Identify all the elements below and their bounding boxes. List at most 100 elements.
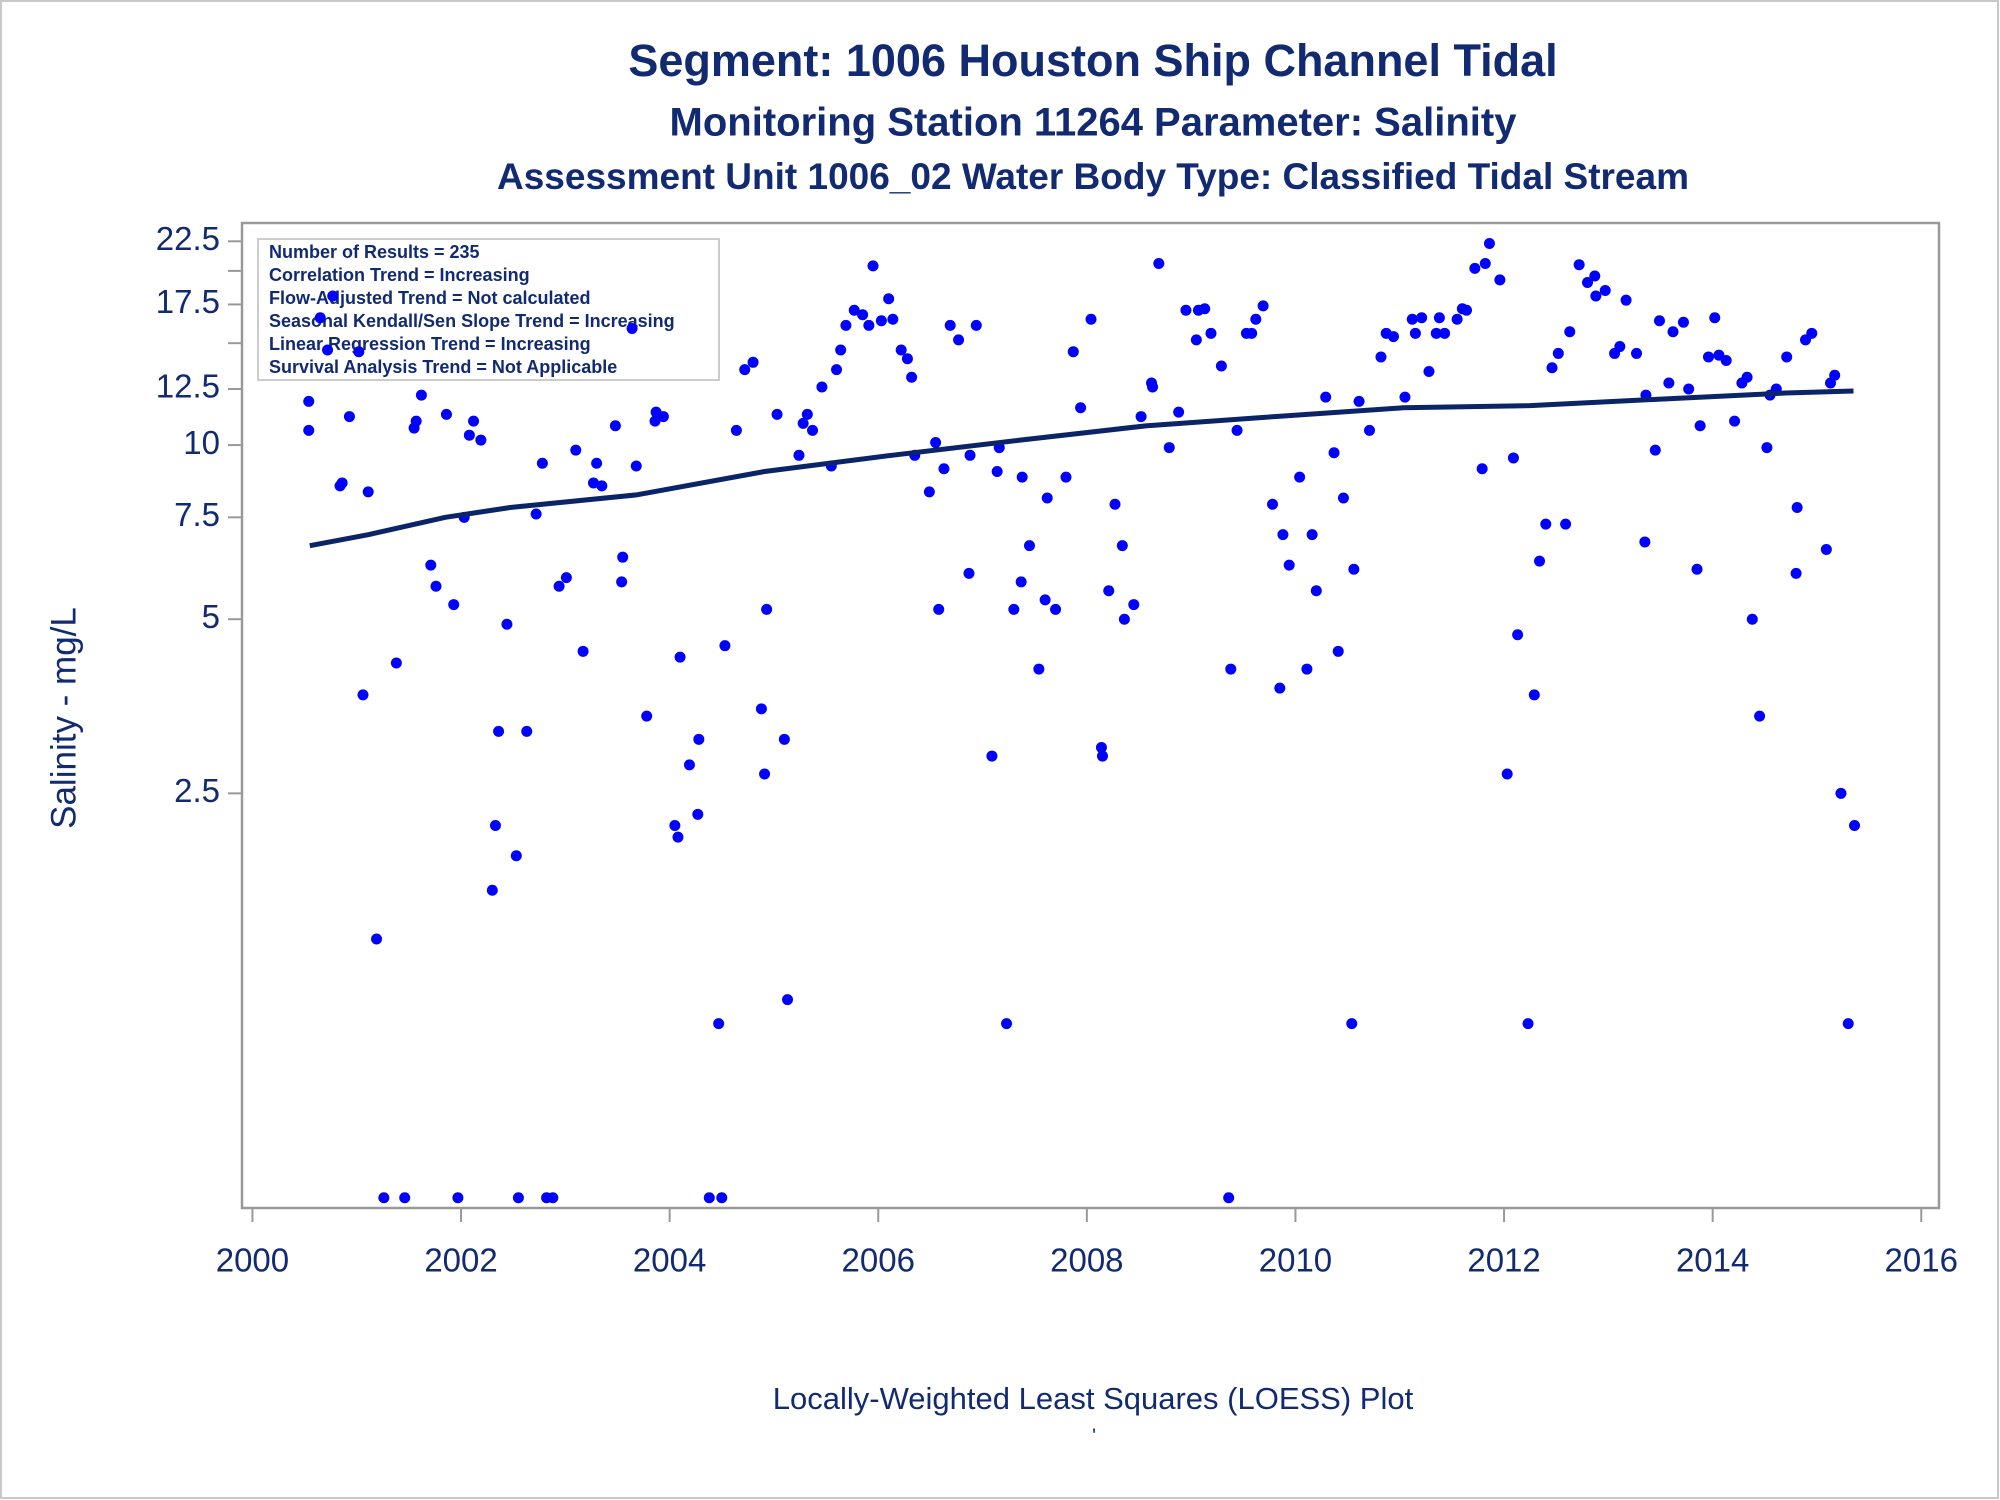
data-point xyxy=(1190,334,1202,346)
data-point xyxy=(739,364,751,376)
data-point xyxy=(1023,540,1035,552)
data-point xyxy=(486,884,498,896)
chart-subtitle: Assessment Unit 1006_02 Water Body Type:… xyxy=(497,156,1689,197)
y-tick-label: 17.5 xyxy=(156,283,220,320)
data-point xyxy=(1573,259,1585,271)
data-point xyxy=(887,313,899,325)
data-point xyxy=(938,463,950,475)
data-point xyxy=(1560,518,1572,530)
data-point xyxy=(672,831,684,843)
data-point xyxy=(1118,613,1130,625)
data-point xyxy=(1301,663,1313,675)
data-point xyxy=(1507,452,1519,464)
data-point xyxy=(1016,471,1028,483)
data-point xyxy=(1494,274,1506,286)
data-point xyxy=(782,994,794,1006)
data-point xyxy=(1337,492,1349,504)
data-point xyxy=(1842,1018,1854,1030)
data-point xyxy=(1375,351,1387,363)
data-point xyxy=(1128,599,1140,611)
data-point xyxy=(1461,304,1473,316)
data-point xyxy=(719,640,731,652)
data-point xyxy=(1328,447,1340,459)
data-point xyxy=(1215,360,1227,372)
y-tick-label: 12.5 xyxy=(156,368,220,405)
y-tick-label: 2.5 xyxy=(174,772,220,809)
data-point xyxy=(1694,420,1706,432)
y-tick-label: 10 xyxy=(183,424,220,461)
data-point xyxy=(778,733,790,745)
data-point xyxy=(747,356,759,368)
data-point xyxy=(1849,819,1861,831)
data-point xyxy=(1409,327,1421,339)
data-point xyxy=(831,364,843,376)
x-tick-label: 2000 xyxy=(216,1242,289,1279)
data-point xyxy=(362,486,374,498)
data-point xyxy=(322,344,334,356)
data-point xyxy=(1667,326,1679,338)
data-point xyxy=(343,411,355,423)
x-tick-label: 2002 xyxy=(424,1242,497,1279)
data-point xyxy=(1135,411,1147,423)
data-point xyxy=(1469,262,1481,274)
data-point xyxy=(448,599,460,611)
data-point xyxy=(1423,366,1435,378)
data-point xyxy=(771,408,783,420)
data-point xyxy=(1320,391,1332,403)
data-point xyxy=(1691,563,1703,575)
data-point xyxy=(1346,1018,1358,1030)
footnote: ' xyxy=(1092,1425,1096,1447)
data-point xyxy=(371,933,383,945)
data-point xyxy=(353,346,365,358)
data-point xyxy=(1439,327,1451,339)
data-point xyxy=(512,1192,524,1204)
data-point xyxy=(1096,750,1108,762)
data-point xyxy=(1709,312,1721,324)
data-point xyxy=(669,819,681,831)
data-point xyxy=(591,457,603,469)
data-point xyxy=(468,415,480,427)
data-point xyxy=(1663,377,1675,389)
data-point xyxy=(1754,710,1766,722)
data-point xyxy=(1399,391,1411,403)
info-line: Seasonal Kendall/Sen Slope Trend = Incre… xyxy=(269,311,675,331)
data-point xyxy=(1483,238,1495,250)
data-point xyxy=(906,371,918,383)
data-point xyxy=(475,434,487,446)
data-point xyxy=(501,618,513,630)
data-point xyxy=(1033,663,1045,675)
y-tick-label: 22.5 xyxy=(156,220,220,257)
data-point xyxy=(1180,304,1192,316)
data-point xyxy=(970,319,982,331)
x-tick-label: 2006 xyxy=(842,1242,915,1279)
data-point xyxy=(1294,471,1306,483)
data-point xyxy=(986,750,998,762)
data-point xyxy=(863,319,875,331)
data-point xyxy=(1353,395,1365,407)
data-point xyxy=(895,344,907,356)
info-line: Flow-Adjusted Trend = Not calculated xyxy=(269,288,591,308)
data-point xyxy=(901,353,913,365)
data-point xyxy=(1416,312,1428,324)
data-point xyxy=(1067,346,1079,358)
data-point xyxy=(596,480,608,492)
data-point xyxy=(1041,492,1053,504)
data-point xyxy=(641,710,653,722)
data-point xyxy=(1225,663,1237,675)
data-point xyxy=(1564,326,1576,338)
data-point xyxy=(923,486,935,498)
data-point xyxy=(327,290,339,302)
data-point xyxy=(630,460,642,472)
data-point xyxy=(1310,585,1322,597)
data-point xyxy=(616,576,628,588)
data-point xyxy=(530,508,542,520)
data-point xyxy=(1720,355,1732,367)
data-point xyxy=(1582,276,1594,288)
data-point xyxy=(730,424,742,436)
data-point xyxy=(1173,406,1185,418)
chart-subtitle: Monitoring Station 11264 Parameter: Sali… xyxy=(670,101,1518,145)
data-point xyxy=(399,1192,411,1204)
data-point xyxy=(489,819,501,831)
x-tick-label: 2010 xyxy=(1259,1242,1332,1279)
info-line: Linear Regression Trend = Increasing xyxy=(269,334,591,354)
